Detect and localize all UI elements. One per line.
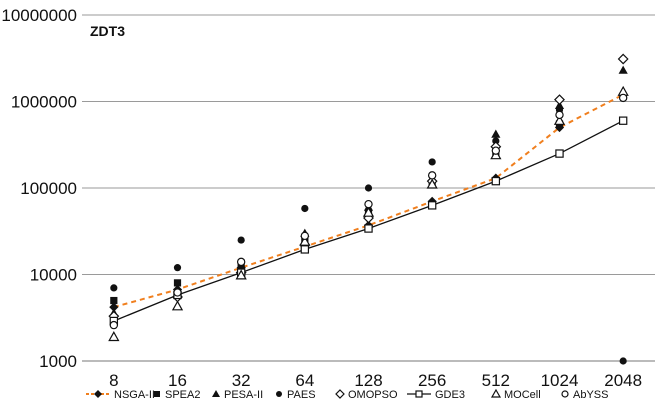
y-axis-tick-labels: 1000 10000 100000 1000000 10000000	[1, 6, 77, 371]
x-tick-label: 64	[295, 371, 314, 390]
data-point-pesa-ii	[491, 129, 501, 138]
data-point-gde3	[427, 201, 437, 210]
y-tick-label: 1000000	[11, 93, 77, 112]
data-point-mocell	[553, 114, 566, 125]
data-point-abyss	[300, 231, 310, 241]
x-tick-label: 32	[232, 371, 251, 390]
data-point-abyss	[555, 110, 564, 120]
y-tick-label: 10000000	[1, 6, 77, 25]
legend-marker	[212, 390, 220, 397]
data-point-gde3	[300, 245, 310, 254]
data-point-gde3	[555, 149, 564, 158]
legend-label: PESA-II	[224, 389, 263, 401]
data-point-paes	[110, 284, 118, 292]
x-tick-label: 128	[354, 371, 382, 390]
data-point-gde3	[618, 116, 628, 125]
legend-item: MOCell	[490, 388, 541, 401]
data-point-nsga-ii	[109, 302, 119, 312]
data-point-paes	[364, 184, 373, 192]
data-point-omopso	[554, 94, 565, 106]
legend-marker	[94, 390, 102, 398]
data-point-abyss	[364, 199, 373, 209]
chart-title: ZDT3	[90, 23, 125, 39]
legend-item: PAES	[276, 389, 316, 401]
data-point-pesa-ii	[618, 65, 628, 74]
data-point-paes	[173, 264, 182, 272]
legend-label: PAES	[287, 389, 316, 401]
legend-label: GDE3	[435, 389, 465, 401]
data-point-abyss	[427, 171, 437, 180]
legend-label: MOCell	[504, 389, 541, 401]
x-tick-label: 8	[109, 371, 118, 390]
data-point-paes	[619, 357, 627, 365]
data-point-mocell	[362, 206, 375, 217]
data-point-abyss	[173, 288, 182, 297]
data-point-paes	[237, 236, 245, 244]
legend-marker	[335, 389, 345, 399]
legend-marker	[276, 391, 282, 397]
legend-item: OMOPSO	[335, 389, 398, 401]
data-point-paes	[301, 204, 309, 213]
legend-label: OMOPSO	[348, 389, 398, 401]
legend-marker	[561, 390, 569, 398]
y-tick-label: 1000	[39, 352, 77, 371]
data-point-mocell	[108, 331, 120, 342]
series-markers	[108, 53, 629, 365]
legend-marker	[415, 390, 423, 398]
legend-item: PESA-II	[212, 389, 263, 401]
data-point-omopso	[617, 53, 629, 65]
legend-item: AbYSS	[561, 389, 608, 401]
legend-marker	[154, 391, 160, 397]
legend-item: GDE3	[407, 389, 465, 401]
legend-label: SPEA2	[165, 389, 200, 401]
y-tick-label: 10000	[30, 266, 77, 285]
y-tick-label: 100000	[20, 179, 77, 198]
data-point-gde3	[491, 176, 501, 186]
legend-item: SPEA2	[154, 389, 200, 401]
data-point-mocell	[235, 269, 247, 280]
data-point-abyss	[491, 146, 501, 155]
legend-item: NSGA-II	[86, 389, 155, 401]
legend: NSGA-II SPEA2 PESA-II PAES OMOPSO GDE3 MOCell A…	[86, 388, 608, 401]
x-tick-label: 512	[482, 371, 510, 390]
data-point-abyss	[109, 320, 119, 330]
data-point-paes	[428, 158, 436, 166]
data-point-spea2	[110, 296, 118, 305]
x-tick-label: 1024	[541, 371, 579, 390]
data-point-abyss	[618, 93, 628, 103]
data-point-gde3	[364, 224, 373, 233]
x-tick-label: 2048	[604, 371, 642, 390]
data-point-abyss	[236, 257, 246, 267]
data-point-mocell	[299, 235, 311, 246]
data-point-spea2	[173, 279, 182, 287]
data-point-mocell	[171, 300, 184, 311]
data-point-mocell	[426, 178, 438, 189]
legend-label: NSGA-II	[114, 389, 155, 401]
x-tick-label: 16	[168, 371, 187, 390]
x-tick-label: 256	[418, 371, 446, 390]
legend-marker	[490, 388, 502, 398]
legend-label: AbYSS	[573, 389, 608, 401]
data-point-paes	[492, 137, 500, 145]
x-axis-tick-labels: 8 16 32 64 128 256 512 1024 2048	[109, 371, 642, 390]
